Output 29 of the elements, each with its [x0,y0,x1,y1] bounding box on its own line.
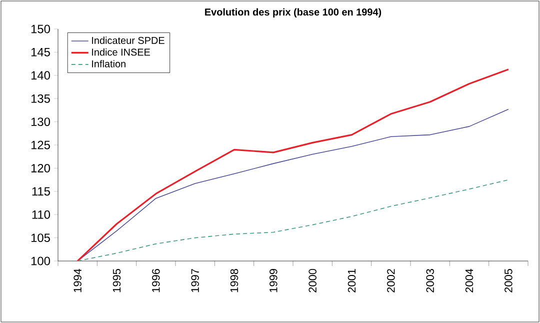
x-tick-label: 1995 [112,268,121,292]
x-tick-label: 1996 [152,269,160,292]
legend-label: Indice INSEE [92,48,150,56]
y-tick-label: 115 [32,187,50,196]
y-tick-label: 100 [31,256,50,266]
x-tick-label: 2005 [504,268,512,292]
x-tick-label: 1998 [230,269,238,292]
y-tick-label: 145 [31,48,50,56]
legend-label: Indicateur SPDE [92,36,164,44]
x-tick-label: 1994 [74,268,82,292]
legend-label: Inflation [92,60,126,68]
line-series [77,179,509,261]
y-tick-label: 125 [31,140,50,150]
y-tick-label: 110 [32,210,50,219]
y-tick-label: 105 [31,234,50,242]
line-series [76,68,510,261]
chart-title: Evolution des prix (base 100 en 1994) [205,8,382,18]
x-tick-label: 2001 [348,269,356,292]
x-tick-label: 1997 [191,269,199,292]
y-tick-label: 150 [31,24,50,34]
x-tick-label: 2000 [308,268,316,292]
y-tick-label: 140 [31,71,50,80]
x-tick-label: 2004 [465,268,474,292]
y-tick-label: 120 [31,164,50,172]
x-tick-label: 1999 [270,269,278,292]
y-tick-label: 130 [31,118,50,126]
x-tick-label: 2002 [387,269,395,292]
x-tick-label: 2003 [426,269,434,292]
y-tick-label: 135 [31,94,50,103]
